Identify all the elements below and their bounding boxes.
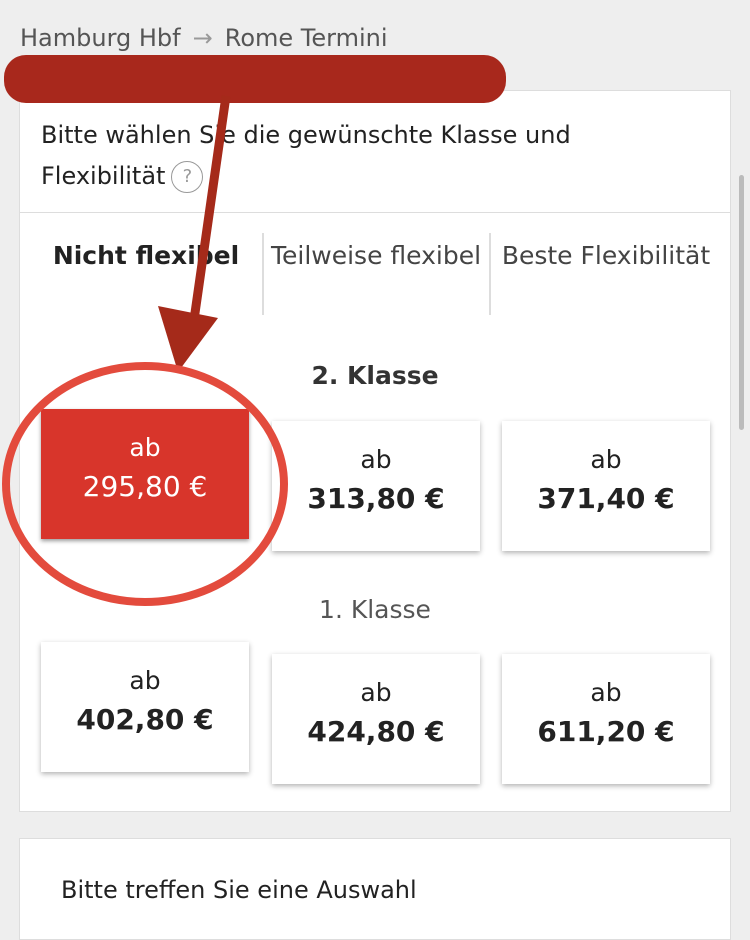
offer-price: 611,20 € bbox=[537, 715, 675, 748]
offer-button[interactable]: ab 295,80 € bbox=[41, 409, 249, 539]
route-from: Hamburg Hbf bbox=[20, 24, 181, 52]
tab[interactable]: Teilweise flexibel bbox=[270, 241, 482, 270]
offer-prefix: ab bbox=[360, 678, 392, 707]
tab-divider bbox=[262, 233, 264, 315]
selection-card: Bitte wählen Sie die gewünschte Klasse u… bbox=[19, 90, 731, 812]
prompt-text: Bitte wählen Sie die gewünschte Klasse u… bbox=[41, 121, 571, 190]
offer-button[interactable]: ab 371,40 € bbox=[502, 421, 710, 551]
offer-prefix: ab bbox=[129, 666, 161, 695]
offer-prefix: ab bbox=[129, 433, 161, 462]
offer-prefix: ab bbox=[590, 678, 622, 707]
tab[interactable]: Nicht flexibel bbox=[52, 241, 240, 270]
offer-price: 402,80 € bbox=[76, 703, 214, 736]
tab[interactable]: Beste Flexibilität bbox=[501, 241, 711, 270]
offer-button[interactable]: ab 402,80 € bbox=[41, 642, 249, 772]
scrollbar bbox=[739, 175, 744, 430]
offer-price: 295,80 € bbox=[82, 470, 208, 503]
offer-price: 424,80 € bbox=[307, 715, 445, 748]
prompt: Bitte wählen Sie die gewünschte Klasse u… bbox=[41, 115, 641, 197]
tab-divider bbox=[489, 233, 491, 315]
route-arrow: → bbox=[192, 24, 213, 52]
class-label: 1. Klasse bbox=[319, 595, 431, 624]
route-to: Rome Termini bbox=[224, 24, 388, 52]
offer-price: 371,40 € bbox=[537, 482, 675, 515]
help-icon[interactable]: ? bbox=[171, 161, 204, 193]
divider bbox=[20, 212, 730, 213]
offer-button[interactable]: ab 313,80 € bbox=[272, 421, 480, 551]
footer-text: Bitte treffen Sie eine Auswahl bbox=[61, 876, 417, 904]
offer-button[interactable]: ab 611,20 € bbox=[502, 654, 710, 784]
footer-card: Bitte treffen Sie eine Auswahl bbox=[19, 838, 731, 940]
offer-prefix: ab bbox=[360, 445, 392, 474]
offer-prefix: ab bbox=[590, 445, 622, 474]
route: Hamburg Hbf → Rome Termini bbox=[20, 24, 388, 52]
offer-button[interactable]: ab 424,80 € bbox=[272, 654, 480, 784]
class-label: 2. Klasse bbox=[311, 361, 439, 390]
offer-price: 313,80 € bbox=[307, 482, 445, 515]
